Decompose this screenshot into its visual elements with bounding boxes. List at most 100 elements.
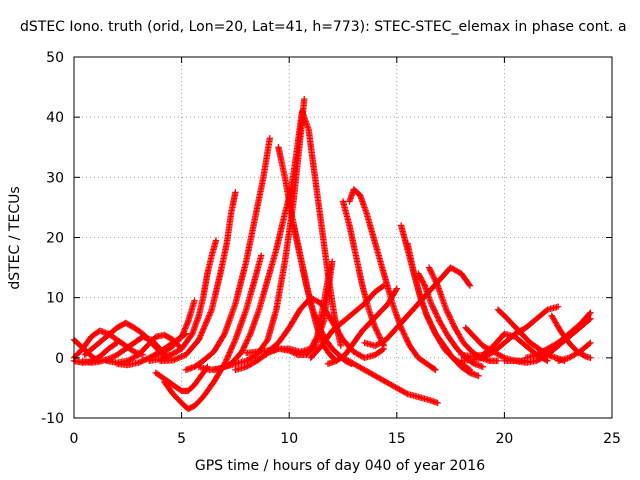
data-series [339, 354, 441, 407]
data-point [426, 265, 433, 273]
x-tick-label: 5 [177, 431, 186, 447]
data-point [169, 357, 177, 364]
data-point [435, 315, 442, 323]
y-tick-label: 10 [46, 291, 64, 307]
x-tick-label: 20 [495, 431, 513, 447]
data-point [586, 310, 593, 318]
data-point [176, 354, 184, 361]
data-point [430, 274, 437, 281]
data-point [199, 327, 206, 335]
data-point [195, 336, 203, 343]
data-point [238, 348, 246, 356]
data-point [379, 283, 386, 290]
data-series [404, 240, 482, 380]
data-point [398, 325, 405, 333]
data-point [449, 318, 456, 326]
data-point [445, 310, 452, 318]
data-point [206, 310, 214, 318]
data-point [430, 306, 438, 313]
data-point [479, 363, 487, 371]
data-point [431, 275, 438, 282]
data-point [244, 336, 252, 343]
data-point [227, 346, 235, 353]
data-point [423, 312, 431, 319]
data-point [313, 334, 320, 342]
data-point [425, 264, 433, 271]
data-point [243, 338, 250, 346]
data-point [240, 344, 248, 351]
data-point [241, 343, 248, 350]
data-point [401, 332, 409, 340]
data-point [426, 318, 433, 325]
data-series [146, 237, 220, 365]
data-point [226, 349, 233, 356]
data-point [399, 328, 407, 336]
data-point [587, 309, 594, 316]
data-point [230, 340, 237, 348]
data-point [401, 331, 408, 338]
chart-title: dSTEC Iono. truth (orid, Lon=20, Lat=41,… [20, 19, 627, 35]
data-point [403, 335, 410, 343]
data-point [228, 345, 235, 352]
data-point [199, 326, 207, 333]
data-point [198, 330, 205, 338]
data-series [555, 339, 594, 365]
data-point [223, 354, 231, 362]
data-point [425, 316, 433, 324]
data-point [431, 365, 438, 373]
data-point [400, 330, 407, 337]
data-point [434, 314, 442, 321]
data-point [431, 327, 438, 335]
data-point [430, 304, 437, 312]
data-point [200, 325, 207, 332]
data-point [403, 337, 411, 344]
data-point [174, 355, 181, 362]
data-point [175, 354, 182, 362]
data-point [188, 331, 195, 339]
data-point [202, 320, 209, 328]
data-point [242, 340, 250, 347]
y-axis-label: dSTEC / TECUs [7, 186, 23, 289]
data-point [429, 325, 437, 332]
y-tick-label: 20 [46, 231, 64, 247]
data-series [307, 282, 388, 362]
data-point [451, 323, 458, 330]
data-point [373, 327, 380, 334]
data-point [225, 352, 232, 359]
data-point [447, 316, 455, 323]
data-point [428, 269, 435, 277]
data-point [326, 264, 334, 271]
data-point [435, 317, 443, 324]
data-point [432, 366, 439, 374]
data-point [220, 331, 228, 339]
y-tick-label: 40 [46, 110, 64, 126]
data-point [230, 339, 238, 346]
data-point [225, 350, 233, 358]
data-point [337, 342, 345, 349]
data-series [156, 189, 239, 365]
data-point [429, 323, 436, 331]
data-point [374, 330, 382, 337]
data-point [266, 135, 274, 142]
data-point [224, 353, 232, 360]
data-point [465, 281, 473, 288]
data-point [475, 372, 482, 380]
data-point [245, 334, 252, 342]
data-point [425, 315, 432, 322]
data-point [207, 309, 214, 316]
data-point [555, 303, 562, 310]
data-point [179, 352, 187, 360]
data-point [329, 258, 336, 265]
data-point [372, 324, 379, 331]
data-point [429, 271, 436, 278]
data-series [522, 309, 594, 362]
data-point [372, 325, 380, 333]
x-tick-label: 0 [70, 431, 79, 447]
data-point [494, 357, 502, 365]
data-series [458, 303, 562, 365]
data-point [206, 312, 213, 319]
data-point [227, 347, 234, 355]
data-point [544, 357, 551, 365]
data-point [466, 282, 474, 289]
